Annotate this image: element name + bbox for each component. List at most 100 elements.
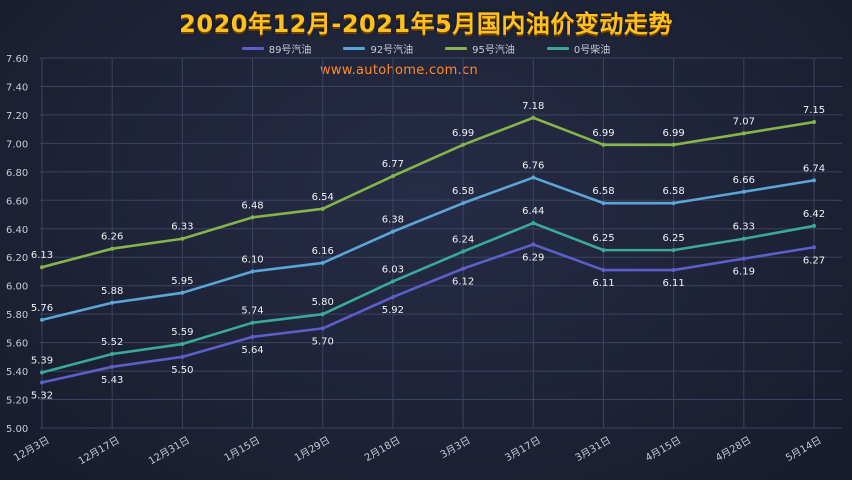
data-point [461, 249, 466, 254]
data-label: 6.58 [592, 186, 614, 197]
data-point [180, 236, 185, 241]
data-point [531, 242, 536, 247]
data-label: 7.18 [522, 101, 544, 112]
data-point [671, 248, 676, 253]
data-point [390, 279, 395, 284]
data-label: 6.19 [733, 267, 755, 278]
data-label: 6.74 [803, 163, 825, 174]
data-label: 6.99 [592, 128, 614, 139]
data-point [250, 334, 255, 339]
y-tick-label: 7.60 [6, 54, 28, 65]
y-tick-label: 5.40 [6, 367, 28, 378]
legend-label-89: 89号汽油 [268, 45, 312, 56]
data-label: 6.25 [592, 233, 614, 244]
data-label: 6.44 [522, 206, 544, 217]
series-line-1 [40, 176, 816, 322]
data-point [180, 290, 185, 295]
x-tick-label: 5月14日 [784, 434, 824, 464]
y-tick-label: 7.00 [6, 139, 28, 150]
chart-title: 2020年12月-2021年5月国内油价变动走势 [179, 10, 673, 38]
data-label: 5.64 [241, 345, 263, 356]
data-point [110, 246, 115, 251]
data-label: 5.59 [171, 327, 193, 338]
data-label: 5.70 [312, 336, 334, 347]
y-tick-label: 5.00 [6, 424, 28, 435]
x-tick-label: 12月3日 [12, 434, 52, 464]
data-label: 6.16 [312, 246, 334, 257]
x-tick-label: 1月15日 [222, 434, 262, 464]
data-label: 6.24 [452, 235, 474, 246]
x-tick-label: 1月29日 [292, 434, 332, 464]
legend-item-95[interactable]: 95号汽油 [445, 41, 515, 56]
data-point [671, 201, 676, 206]
data-point [812, 245, 816, 250]
data-point [461, 201, 466, 206]
data-label: 5.50 [171, 365, 193, 376]
data-label: 6.38 [382, 215, 404, 226]
data-point [671, 142, 676, 147]
data-label: 5.80 [312, 297, 334, 308]
y-tick-label: 6.60 [6, 196, 28, 207]
data-label: 6.99 [452, 128, 474, 139]
data-label: 6.10 [241, 254, 263, 265]
x-tick-label: 3月31日 [573, 434, 613, 464]
y-tick-label: 5.80 [6, 310, 28, 321]
data-label: 6.12 [452, 277, 474, 288]
data-point [110, 300, 115, 305]
data-label: 6.26 [101, 232, 123, 243]
data-point [741, 189, 746, 194]
data-label: 5.92 [382, 305, 404, 316]
x-tick-label: 3月17日 [503, 434, 543, 464]
data-label: 6.58 [663, 186, 685, 197]
data-label: 6.33 [171, 222, 193, 233]
series-line-3 [40, 221, 816, 374]
series-line-0 [40, 243, 816, 384]
data-point [40, 265, 44, 270]
data-point [250, 269, 255, 274]
data-label: 5.39 [31, 356, 53, 367]
data-label: 5.95 [171, 276, 193, 287]
data-label: 6.48 [241, 200, 263, 211]
data-point [741, 131, 746, 136]
legend-label-92: 92号汽油 [370, 45, 414, 56]
data-point [390, 229, 395, 234]
data-point [531, 221, 536, 226]
data-point [180, 342, 185, 347]
data-point [601, 268, 606, 273]
legend-label-diesel: 0号柴油 [573, 45, 611, 56]
data-point [531, 115, 536, 120]
legend-swatch-92 [343, 47, 366, 50]
series-line-2 [40, 116, 816, 269]
data-label: 5.76 [31, 303, 53, 314]
data-label: 5.52 [101, 337, 123, 348]
data-point [812, 178, 816, 183]
x-tick-label: 2月18日 [363, 434, 403, 464]
y-tick-label: 6.20 [6, 253, 28, 264]
data-label: 6.03 [382, 264, 404, 275]
data-label: 6.77 [382, 159, 404, 170]
legend-swatch-89 [241, 47, 264, 50]
legend-item-diesel[interactable]: 0号柴油 [546, 41, 611, 56]
data-point [180, 354, 185, 359]
data-point [40, 317, 44, 322]
legend: 89号汽油 92号汽油 95号汽油 0号柴油 [0, 41, 852, 56]
y-tick-label: 6.80 [6, 168, 28, 179]
data-point [40, 370, 44, 375]
data-point [741, 256, 746, 261]
data-point [601, 248, 606, 253]
data-label: 6.76 [522, 161, 544, 172]
data-point [390, 174, 395, 179]
x-tick-label: 12月31日 [147, 434, 192, 467]
data-point [110, 364, 115, 369]
legend-item-89[interactable]: 89号汽油 [241, 41, 312, 56]
legend-item-92[interactable]: 92号汽油 [343, 41, 413, 56]
watermark-text: www.autohome.com.cn [320, 63, 479, 78]
y-tick-label: 7.40 [6, 82, 28, 93]
data-point [812, 223, 816, 228]
data-point [741, 236, 746, 241]
data-point [320, 206, 325, 211]
data-label: 6.29 [522, 252, 544, 263]
data-point [461, 266, 466, 271]
data-label: 6.13 [31, 250, 53, 261]
